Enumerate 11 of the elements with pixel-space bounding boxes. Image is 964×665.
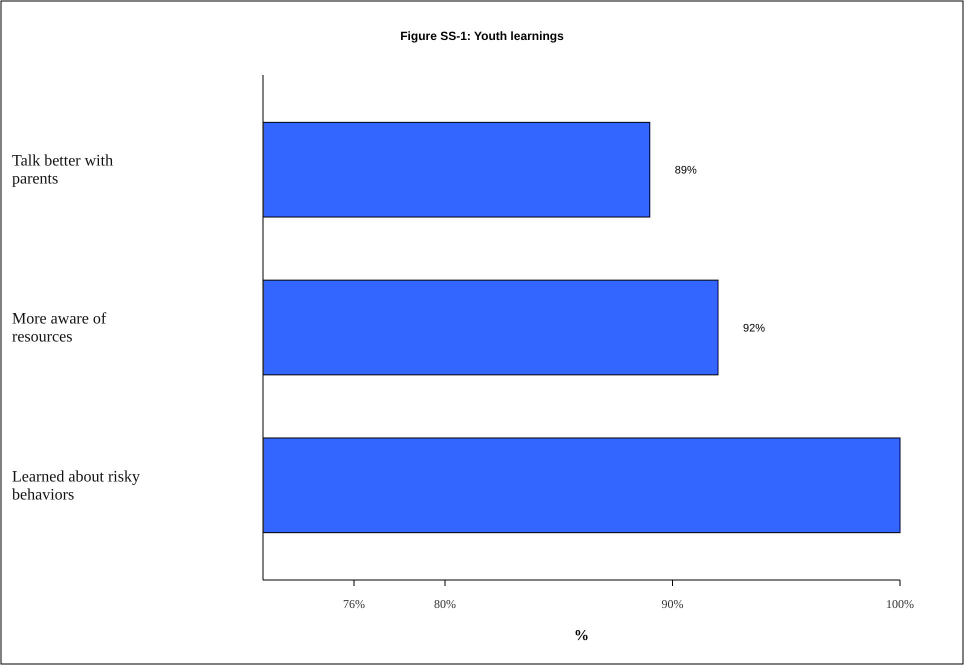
chart-title: Figure SS-1: Youth learnings [400,29,564,43]
y-tick-label: Talk better with parents [12,152,114,188]
x-tick-label: 80% [434,597,456,612]
x-tick-label: 100% [886,597,914,612]
x-tick-label: 90% [662,597,684,612]
x-tick-label: 76% [343,597,365,612]
data-label: 92% [743,322,766,334]
data-label: 89% [674,164,697,177]
y-tick-label: Learned about risky behaviors [12,468,140,504]
y-tick-label: More aware of resources [12,310,107,346]
x-axis-title: % [574,628,589,644]
